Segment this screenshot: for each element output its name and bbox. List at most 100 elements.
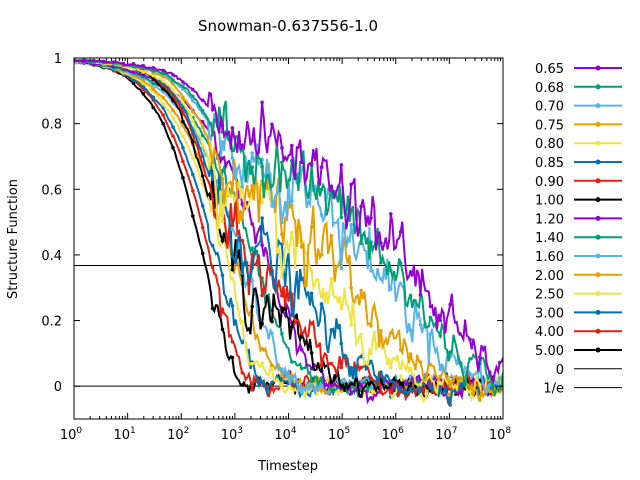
series-point bbox=[270, 384, 274, 389]
series-point bbox=[468, 371, 472, 376]
series-point bbox=[210, 133, 215, 137]
legend-label: 1.00 bbox=[535, 194, 564, 209]
series-point bbox=[240, 271, 245, 276]
series-point bbox=[398, 261, 403, 265]
series-point bbox=[299, 391, 304, 395]
series-point bbox=[82, 59, 86, 63]
series-point bbox=[191, 110, 195, 114]
series-point bbox=[230, 268, 235, 272]
series-point bbox=[250, 165, 254, 169]
y-tick-label: 0 bbox=[54, 380, 62, 395]
legend-label: 1.60 bbox=[535, 250, 564, 265]
series-point bbox=[299, 160, 304, 164]
series-point bbox=[359, 241, 363, 245]
series-point bbox=[339, 384, 344, 389]
series-point bbox=[230, 254, 235, 259]
series-point bbox=[161, 121, 165, 126]
series-point bbox=[270, 122, 274, 127]
series-point bbox=[299, 347, 304, 352]
series-point bbox=[438, 318, 443, 323]
series-point bbox=[200, 98, 205, 103]
series-point bbox=[240, 185, 245, 189]
series-point bbox=[270, 380, 274, 385]
series-point bbox=[171, 134, 175, 138]
series-point bbox=[408, 387, 413, 391]
x-tick-label: 107 bbox=[435, 426, 457, 443]
series-point bbox=[151, 105, 155, 110]
series-point bbox=[299, 245, 304, 249]
series-point bbox=[418, 389, 423, 393]
series-point bbox=[408, 352, 413, 356]
legend-item: 0.75 bbox=[535, 118, 622, 133]
series-point bbox=[131, 70, 136, 74]
series-point bbox=[210, 196, 215, 201]
series-point bbox=[398, 374, 403, 378]
series-point bbox=[389, 382, 393, 387]
series-point bbox=[260, 346, 264, 351]
series-point bbox=[468, 386, 472, 391]
series-point bbox=[270, 368, 274, 373]
series-point bbox=[260, 164, 264, 169]
series-point bbox=[171, 88, 175, 92]
series-point bbox=[230, 304, 235, 308]
series-point bbox=[458, 361, 462, 366]
series-point bbox=[398, 348, 403, 352]
legend-label: 2.50 bbox=[535, 288, 564, 303]
series-point bbox=[418, 292, 423, 297]
series-point bbox=[200, 109, 205, 113]
series-point bbox=[191, 156, 195, 160]
legend-label: 0.80 bbox=[535, 137, 564, 152]
x-tick-label: 103 bbox=[221, 426, 243, 443]
series-point bbox=[408, 293, 413, 298]
legend-item: 4.00 bbox=[535, 325, 622, 340]
x-tick-label: 101 bbox=[113, 426, 135, 443]
series-point bbox=[389, 390, 393, 395]
series-point bbox=[398, 281, 403, 286]
series-point bbox=[191, 87, 195, 92]
series-point bbox=[210, 160, 215, 165]
series-point bbox=[181, 134, 185, 139]
series-point bbox=[329, 277, 334, 281]
series-point bbox=[220, 156, 225, 161]
series-point bbox=[329, 380, 334, 385]
series-point bbox=[200, 133, 205, 138]
legend-marker bbox=[595, 159, 601, 165]
legend-marker bbox=[595, 178, 601, 184]
series-point bbox=[250, 151, 254, 155]
series-point bbox=[250, 278, 254, 283]
series-point bbox=[448, 302, 453, 307]
legend-label: 1.20 bbox=[535, 212, 564, 227]
series-point bbox=[319, 252, 324, 257]
series-point bbox=[369, 376, 373, 381]
series-point bbox=[418, 360, 423, 365]
legend-label: 0.68 bbox=[535, 81, 564, 96]
series-point bbox=[329, 361, 334, 366]
series-point bbox=[151, 87, 155, 91]
series-point bbox=[389, 331, 393, 335]
series-point bbox=[161, 90, 165, 94]
series-point bbox=[230, 355, 235, 360]
series-point bbox=[161, 82, 165, 86]
series-point bbox=[230, 190, 235, 195]
series-point bbox=[290, 375, 294, 380]
series-point bbox=[349, 322, 354, 327]
series-point bbox=[270, 363, 274, 368]
series-point bbox=[468, 337, 472, 342]
series-point bbox=[359, 204, 363, 209]
series-point bbox=[349, 286, 354, 290]
legend-label: 5.00 bbox=[535, 344, 564, 359]
series-point bbox=[161, 68, 165, 73]
series-point bbox=[200, 120, 205, 124]
legend-marker bbox=[595, 65, 601, 71]
series-point bbox=[309, 351, 314, 355]
series-point bbox=[468, 357, 472, 361]
series-point bbox=[151, 73, 155, 78]
series-point bbox=[408, 382, 413, 386]
y-tick-label: 0.2 bbox=[41, 315, 62, 330]
series-point bbox=[497, 387, 502, 391]
legend-marker bbox=[595, 291, 601, 297]
legend-item: 1.00 bbox=[535, 194, 622, 209]
series-point bbox=[438, 334, 443, 338]
legend-label: 3.00 bbox=[535, 306, 564, 321]
series-point bbox=[379, 370, 383, 375]
